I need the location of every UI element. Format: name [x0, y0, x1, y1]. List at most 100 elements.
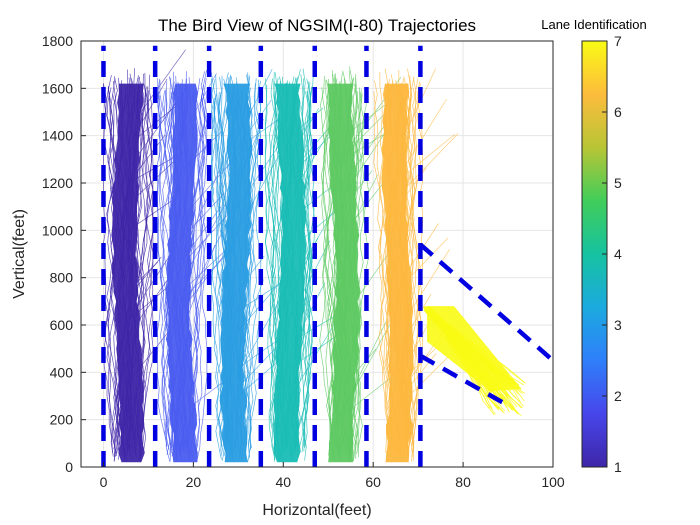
lane-2-change-path [181, 131, 222, 171]
lane-1-path [112, 94, 127, 450]
colorbar-tick-label-1: 2 [614, 388, 622, 404]
lane-2-path [192, 95, 208, 451]
lane-5-path [351, 73, 361, 458]
y-tick-label-9: 1800 [42, 33, 73, 49]
colorbar-tick-label-2: 3 [614, 317, 622, 333]
x-tick-label-2: 40 [275, 474, 291, 490]
lane-3-change-path [235, 279, 264, 357]
lane-4-path [291, 93, 305, 449]
lane-6-path [384, 78, 393, 449]
chart-title: The Bird View of NGSIM(I-80) Trajectorie… [158, 16, 476, 35]
lane-4-path [293, 81, 311, 451]
x-tick-label-0: 0 [100, 474, 108, 490]
lane-2-path [157, 95, 175, 451]
lane-1-path [103, 78, 117, 462]
lane-4-path [280, 98, 291, 454]
x-axis-label: Horizontal(feet) [262, 502, 371, 519]
lane-5-path [348, 88, 369, 445]
lane-5-path [321, 87, 336, 457]
lane-4-change-path [289, 131, 330, 198]
lane-3-change-path [235, 69, 273, 141]
lane-5-path [352, 91, 369, 462]
x-tick-label-1: 20 [186, 474, 202, 490]
lane-2-path [165, 85, 176, 455]
y-axis-label: Vertical(feet) [11, 209, 28, 299]
lane-4-change-path [289, 240, 331, 319]
lane-5-path [328, 77, 340, 462]
lane-5-path [347, 91, 360, 447]
y-tick-label-7: 1400 [42, 128, 73, 144]
x-tick-label-4: 80 [455, 474, 471, 490]
lane-2-path [182, 78, 201, 448]
lane-1-change-path [127, 78, 168, 147]
lane-1-trajectories [103, 49, 191, 463]
lane-2-path [183, 84, 204, 455]
lane-7-band [427, 306, 522, 392]
lane-4-path [269, 76, 295, 460]
lane-4-path [278, 80, 289, 451]
y-tick-label-1: 200 [50, 412, 74, 428]
lane-4-change-path [289, 107, 324, 137]
lane-2-path [157, 90, 168, 446]
lane-4-path [279, 90, 290, 460]
lane-2-path [174, 89, 204, 459]
lane-1-change-path [127, 134, 166, 184]
lane-2-path [168, 95, 187, 451]
lane-1-path [133, 76, 145, 461]
lane-6-change-path [397, 356, 449, 407]
lane-3-path [227, 74, 249, 445]
lane-3-path [235, 95, 253, 452]
lane-6-path [388, 82, 402, 453]
lane-5-path [336, 89, 345, 445]
lane-1-path [139, 81, 154, 451]
lane-6-change-path [397, 341, 443, 385]
lane-6-path [379, 71, 398, 456]
lane-6-change-path [397, 237, 449, 290]
lane-5-path [333, 74, 351, 444]
lane-6-change-path [397, 68, 436, 150]
lane-2-path [171, 84, 187, 454]
lane-2-change-path [181, 233, 222, 310]
lane-4-path [302, 91, 312, 447]
colorbar-tick-label-4: 5 [614, 175, 622, 191]
lane-1-path [139, 90, 154, 460]
lane-2-change-path [181, 73, 217, 136]
lane-3-change-path [235, 255, 265, 293]
lane-3-path [211, 79, 226, 449]
lane-5-path [347, 87, 360, 457]
plot-frame [80, 40, 554, 468]
lane-1-path [131, 86, 148, 456]
lane-2-path [158, 80, 170, 450]
lane-2-change-path [181, 206, 222, 261]
lane-3-path [218, 91, 239, 448]
lane-2-path [174, 75, 194, 460]
lane-3-path [215, 74, 237, 459]
lane-4-path [276, 90, 298, 461]
lane-1-path [109, 92, 130, 462]
lane-6-path [384, 80, 394, 451]
lane-1-path [130, 89, 142, 445]
lane-6-path [399, 84, 413, 454]
lane-3-path [211, 72, 229, 456]
lane-3-change-path [235, 99, 272, 150]
lane-4-path [270, 78, 281, 462]
lane-5-path [326, 79, 341, 450]
y-tick-label-0: 0 [65, 459, 73, 475]
lane-5-path [325, 78, 340, 449]
lane-6-path [397, 76, 416, 461]
lane-6-change-path [397, 133, 459, 197]
lane-6-path [389, 83, 410, 453]
lane-1-change-path [127, 261, 159, 292]
lane-3-path [244, 87, 255, 457]
ramp-boundary-1 [419, 353, 510, 408]
lane-5-path [324, 93, 338, 449]
lane-1-path [118, 92, 134, 448]
lane-1-path [114, 87, 129, 457]
lane-4-change-path [289, 125, 332, 174]
lane-5-path [337, 86, 349, 456]
lane-6-path [385, 86, 408, 456]
lane-5-change-path [343, 348, 377, 387]
lane-5-change-path [343, 324, 391, 409]
lane-3-path [226, 82, 242, 452]
